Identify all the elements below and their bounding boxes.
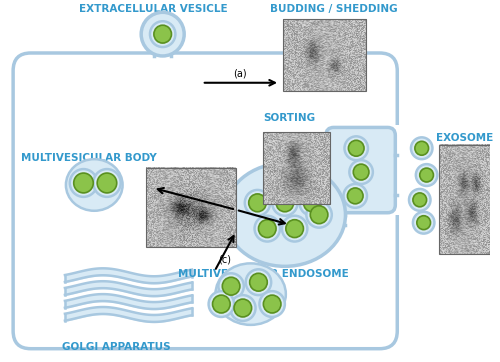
Circle shape	[420, 168, 434, 182]
Bar	[388, 125, 412, 215]
Bar	[440, 145, 490, 254]
Ellipse shape	[66, 159, 122, 211]
Circle shape	[306, 202, 332, 228]
Bar	[283, 19, 366, 91]
Circle shape	[218, 273, 244, 299]
Circle shape	[212, 295, 230, 313]
Circle shape	[230, 295, 256, 321]
Circle shape	[344, 184, 367, 208]
Circle shape	[250, 273, 268, 291]
Circle shape	[417, 216, 430, 230]
Circle shape	[150, 21, 176, 47]
Circle shape	[282, 216, 308, 241]
Circle shape	[409, 189, 430, 211]
Circle shape	[310, 206, 328, 224]
Ellipse shape	[216, 264, 286, 325]
Circle shape	[272, 190, 297, 216]
Circle shape	[141, 12, 184, 56]
Circle shape	[350, 160, 373, 184]
Circle shape	[222, 277, 240, 295]
Circle shape	[94, 169, 120, 197]
Text: EXOSOME: EXOSOME	[436, 133, 494, 143]
Circle shape	[354, 164, 369, 180]
Circle shape	[248, 194, 266, 212]
Circle shape	[74, 173, 94, 193]
Circle shape	[264, 295, 281, 313]
Text: MULTIVESICULAR ENDOSOME: MULTIVESICULAR ENDOSOME	[178, 269, 348, 279]
Ellipse shape	[224, 163, 346, 266]
Circle shape	[416, 164, 438, 186]
Circle shape	[70, 169, 97, 197]
Text: (a): (a)	[233, 69, 246, 79]
Circle shape	[415, 141, 428, 155]
Circle shape	[411, 137, 432, 159]
Circle shape	[97, 173, 116, 193]
Circle shape	[344, 136, 368, 160]
Text: (c): (c)	[218, 254, 232, 264]
Circle shape	[154, 25, 172, 43]
Circle shape	[300, 190, 325, 216]
Circle shape	[348, 188, 363, 204]
Circle shape	[276, 194, 293, 212]
Bar	[146, 168, 236, 248]
Text: BUDDING / SHEDDING: BUDDING / SHEDDING	[270, 4, 398, 14]
Circle shape	[258, 220, 276, 237]
Text: (b): (b)	[227, 195, 241, 205]
Text: EXTRACELLULAR VESICLE: EXTRACELLULAR VESICLE	[78, 4, 227, 14]
Text: GOLGI APPARATUS: GOLGI APPARATUS	[62, 342, 171, 352]
Circle shape	[254, 216, 280, 241]
Circle shape	[260, 291, 285, 317]
Circle shape	[286, 220, 304, 237]
FancyBboxPatch shape	[326, 127, 396, 213]
Circle shape	[413, 212, 434, 233]
Bar	[264, 132, 330, 204]
Circle shape	[208, 291, 234, 317]
Circle shape	[245, 190, 270, 216]
Circle shape	[413, 193, 426, 207]
Text: MULTIVESICULAR BODY: MULTIVESICULAR BODY	[22, 153, 157, 163]
Text: SORTING: SORTING	[264, 113, 316, 123]
Circle shape	[246, 269, 271, 295]
Circle shape	[348, 140, 364, 156]
Circle shape	[234, 299, 252, 317]
Circle shape	[304, 194, 321, 212]
